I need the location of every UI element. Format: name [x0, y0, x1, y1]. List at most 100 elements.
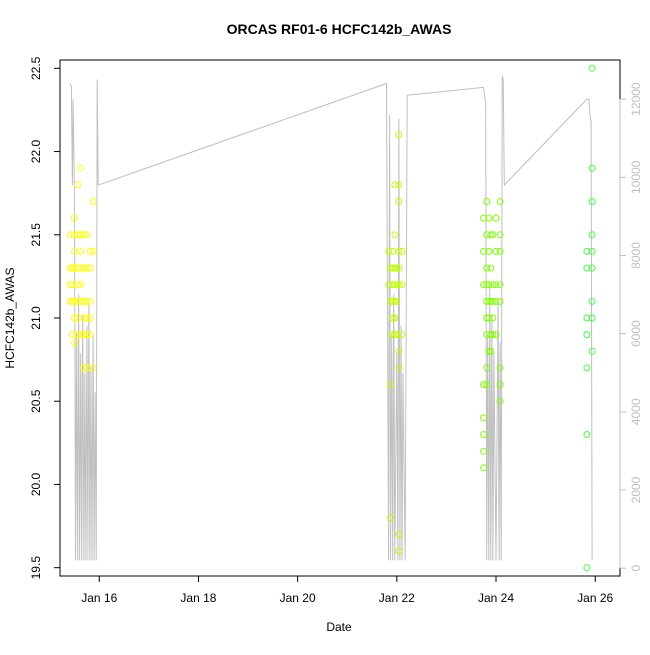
y-tick-label: 22.0: [29, 140, 43, 164]
data-point: [489, 231, 497, 239]
data-point: [492, 297, 500, 305]
data-point: [391, 281, 399, 289]
data-point: [496, 247, 504, 255]
data-point: [489, 331, 497, 339]
data-point: [71, 214, 78, 222]
data-point: [395, 347, 403, 355]
y-tick-label: 19.5: [29, 556, 43, 580]
data-point: [385, 247, 393, 255]
y-tick-label: 20.0: [29, 472, 43, 496]
data-point: [393, 264, 401, 272]
data-point: [583, 431, 591, 438]
data-point: [496, 297, 504, 305]
y-tick-label: 20.5: [29, 389, 43, 413]
data-point: [86, 264, 94, 272]
data-point: [387, 514, 395, 522]
series-rf01: [66, 164, 97, 372]
x-tick-label: Jan 26: [577, 591, 613, 605]
data-point: [588, 264, 596, 272]
data-point: [395, 247, 403, 255]
data-point: [487, 297, 495, 305]
x-tick-label: Jan 24: [478, 591, 514, 605]
data-point: [389, 314, 397, 322]
data-point: [496, 281, 504, 289]
series-rf04: [385, 131, 406, 555]
data-points-layer: [66, 64, 596, 572]
altitude-trace-line: [69, 75, 593, 561]
data-point: [398, 281, 406, 289]
data-point: [480, 214, 488, 222]
data-point: [89, 247, 97, 255]
data-point: [583, 264, 591, 272]
data-point: [86, 314, 94, 322]
altitude-trace-layer: [69, 75, 593, 561]
data-point: [389, 247, 397, 255]
data-point: [583, 364, 591, 372]
data-point: [588, 247, 596, 255]
data-point: [86, 247, 94, 255]
data-point: [496, 364, 504, 372]
data-point: [588, 64, 596, 72]
data-point: [389, 297, 397, 305]
x-axis: Jan 16 Jan 18 Jan 20 Jan 22 Jan 24 Jan 26: [81, 575, 614, 605]
data-point: [492, 214, 500, 222]
data-point: [395, 530, 403, 538]
data-point: [588, 231, 596, 239]
data-point: [583, 564, 591, 572]
data-point: [480, 247, 488, 255]
data-point: [588, 347, 596, 355]
x-tick-label: Jan 20: [280, 591, 316, 605]
data-point: [387, 381, 395, 389]
data-point: [77, 247, 85, 255]
data-point: [80, 364, 88, 372]
right-y-tick-label: 12000: [629, 82, 643, 116]
data-point: [71, 339, 78, 347]
data-point: [487, 331, 495, 339]
right-y-tick-label: 8000: [629, 242, 643, 269]
data-point: [485, 297, 493, 305]
x-tick-label: Jan 18: [180, 591, 216, 605]
data-point: [496, 231, 504, 239]
data-point: [496, 381, 504, 389]
data-point: [485, 347, 493, 355]
data-point: [489, 281, 497, 289]
y-axis-label: HCFC142b_AWAS: [3, 267, 17, 368]
data-point: [395, 264, 403, 272]
data-point: [492, 281, 500, 289]
data-point: [68, 281, 76, 289]
data-point: [395, 131, 403, 139]
data-point: [583, 247, 591, 255]
data-point: [483, 381, 491, 389]
right-y-tick-label: 4000: [629, 398, 643, 425]
data-point: [588, 314, 596, 322]
data-point: [391, 297, 399, 305]
data-point: [480, 447, 488, 455]
data-point: [89, 198, 97, 205]
data-point: [492, 247, 500, 255]
data-point: [66, 231, 74, 239]
data-point: [83, 297, 91, 305]
data-point: [583, 331, 591, 339]
data-point: [398, 331, 406, 339]
data-point: [395, 364, 403, 372]
data-point: [77, 164, 85, 172]
right-y-tick-label: 0: [629, 565, 643, 572]
data-point: [480, 281, 488, 289]
data-point: [391, 331, 399, 339]
data-point: [485, 214, 493, 222]
data-point: [395, 198, 403, 205]
data-point: [86, 297, 94, 305]
data-point: [588, 297, 596, 305]
data-point: [389, 331, 397, 339]
data-point: [485, 247, 493, 255]
data-point: [391, 264, 399, 272]
data-point: [68, 331, 76, 339]
right-y-axis: 0 2000 4000 6000 8000 10000 12000: [619, 82, 643, 572]
series-rf05: [480, 198, 504, 472]
chart-title: ORCAS RF01-6 HCFC142b_AWAS: [227, 21, 452, 37]
data-point: [83, 331, 91, 339]
y-axis: 19.5 20.0 20.5 21.0 21.5 22.0 22.5: [29, 56, 61, 580]
data-point: [391, 231, 399, 239]
right-y-tick-label: 6000: [629, 320, 643, 347]
